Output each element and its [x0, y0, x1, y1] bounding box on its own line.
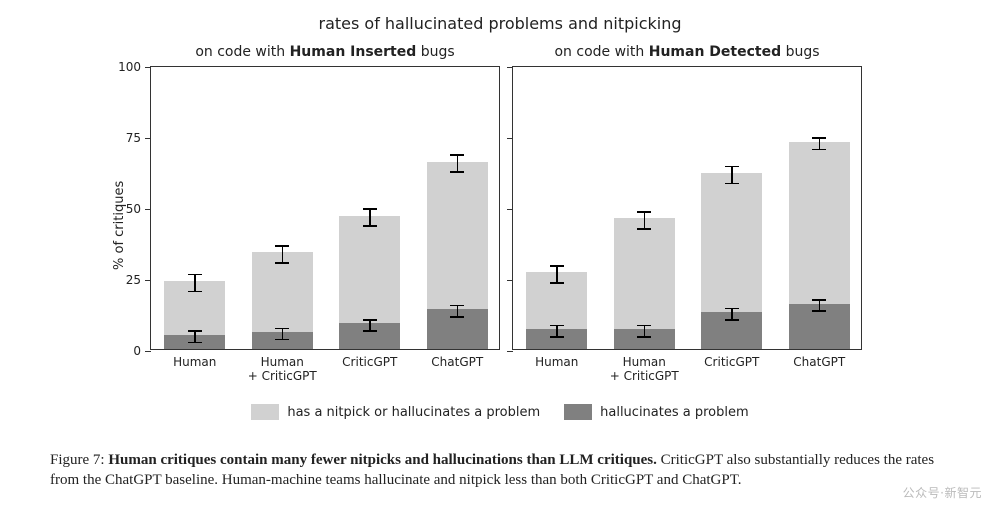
x-tick-label-line: Human: [173, 355, 216, 369]
panels-container: 0255075100HumanHuman+ CriticGPTCriticGPT…: [150, 66, 862, 350]
figure-caption: Figure 7: Human critiques contain many f…: [50, 450, 950, 491]
legend: has a nitpick or hallucinates a problem …: [0, 404, 1000, 420]
panel-title-left: on code with Human Inserted bugs: [150, 44, 500, 60]
error-cap: [550, 336, 564, 338]
x-tick-label-line: Human: [535, 355, 578, 369]
x-tick-label-line: CriticGPT: [342, 355, 397, 369]
error-bar: [731, 166, 733, 183]
legend-swatch-light: [251, 404, 279, 420]
panel-title-right-prefix: on code with: [554, 44, 648, 60]
error-cap: [188, 342, 202, 344]
error-cap: [637, 325, 651, 327]
error-bar: [556, 266, 558, 283]
legend-swatch-dark: [564, 404, 592, 420]
x-tick-label: ChatGPT: [776, 349, 864, 369]
error-cap: [812, 310, 826, 312]
error-cap: [637, 336, 651, 338]
x-tick-label-line: ChatGPT: [431, 355, 483, 369]
chart-title: rates of hallucinated problems and nitpi…: [0, 14, 1000, 33]
y-tick-label: 0: [133, 344, 151, 358]
x-tick-label: Human: [513, 349, 601, 369]
x-tick-label: Human: [151, 349, 239, 369]
plot-area-right: [513, 67, 861, 349]
error-bar: [644, 212, 646, 229]
panel-title-right-bold: Human Detected: [649, 44, 781, 60]
error-cap: [363, 330, 377, 332]
figure-root: rates of hallucinated problems and nitpi…: [0, 0, 1000, 529]
error-cap: [550, 325, 564, 327]
x-tick-label-line: Human: [623, 355, 666, 369]
caption-bold: Human critiques contain many fewer nitpi…: [108, 452, 657, 468]
error-cap: [550, 282, 564, 284]
y-tick-label: 75: [126, 131, 151, 145]
error-cap: [550, 265, 564, 267]
x-tick-label: ChatGPT: [414, 349, 502, 369]
error-cap: [450, 316, 464, 318]
error-cap: [637, 211, 651, 213]
error-cap: [812, 149, 826, 151]
error-cap: [725, 308, 739, 310]
error-cap: [275, 328, 289, 330]
error-cap: [812, 299, 826, 301]
y-tick: [507, 67, 513, 68]
y-tick-label: 25: [126, 273, 151, 287]
plot-area-left: [151, 67, 499, 349]
error-cap: [450, 154, 464, 156]
x-tick-label-line: + CriticGPT: [248, 369, 317, 383]
y-tick: [507, 280, 513, 281]
error-cap: [363, 225, 377, 227]
x-tick-label-line: CriticGPT: [704, 355, 759, 369]
panel-title-left-suffix: bugs: [416, 44, 454, 60]
y-tick: [507, 209, 513, 210]
error-cap: [363, 319, 377, 321]
legend-label-light: has a nitpick or hallucinates a problem: [287, 405, 540, 420]
error-cap: [725, 166, 739, 168]
panel-left: 0255075100HumanHuman+ CriticGPTCriticGPT…: [150, 66, 500, 350]
error-cap: [363, 208, 377, 210]
y-tick-label: 50: [126, 202, 151, 216]
panel-title-right-suffix: bugs: [781, 44, 819, 60]
x-tick-label: CriticGPT: [688, 349, 776, 369]
x-tick-label: Human+ CriticGPT: [601, 349, 689, 384]
panel-title-left-prefix: on code with: [195, 44, 289, 60]
panel-title-left-bold: Human Inserted: [290, 44, 417, 60]
error-cap: [725, 183, 739, 185]
error-cap: [812, 137, 826, 139]
caption-label: Figure 7:: [50, 452, 108, 468]
error-bar: [457, 155, 459, 172]
legend-item-light: has a nitpick or hallucinates a problem: [251, 404, 540, 420]
y-tick: [507, 138, 513, 139]
error-cap: [450, 171, 464, 173]
legend-label-dark: hallucinates a problem: [600, 405, 749, 420]
x-tick-label: Human+ CriticGPT: [239, 349, 327, 384]
error-cap: [275, 262, 289, 264]
error-cap: [275, 245, 289, 247]
error-cap: [188, 291, 202, 293]
y-axis-label: % of critiques: [112, 181, 127, 270]
legend-item-dark: hallucinates a problem: [564, 404, 749, 420]
error-cap: [188, 274, 202, 276]
x-tick-label: CriticGPT: [326, 349, 414, 369]
error-bar: [194, 274, 196, 291]
error-cap: [637, 228, 651, 230]
error-cap: [450, 305, 464, 307]
panel-title-right: on code with Human Detected bugs: [512, 44, 862, 60]
x-tick-label-line: ChatGPT: [793, 355, 845, 369]
x-tick-label-line: + CriticGPT: [610, 369, 679, 383]
x-tick-label-line: Human: [261, 355, 304, 369]
error-cap: [275, 339, 289, 341]
error-cap: [725, 319, 739, 321]
error-bar: [282, 246, 284, 263]
panel-right: HumanHuman+ CriticGPTCriticGPTChatGPT: [512, 66, 862, 350]
error-cap: [188, 330, 202, 332]
y-tick-label: 100: [118, 60, 151, 74]
error-bar: [369, 209, 371, 226]
